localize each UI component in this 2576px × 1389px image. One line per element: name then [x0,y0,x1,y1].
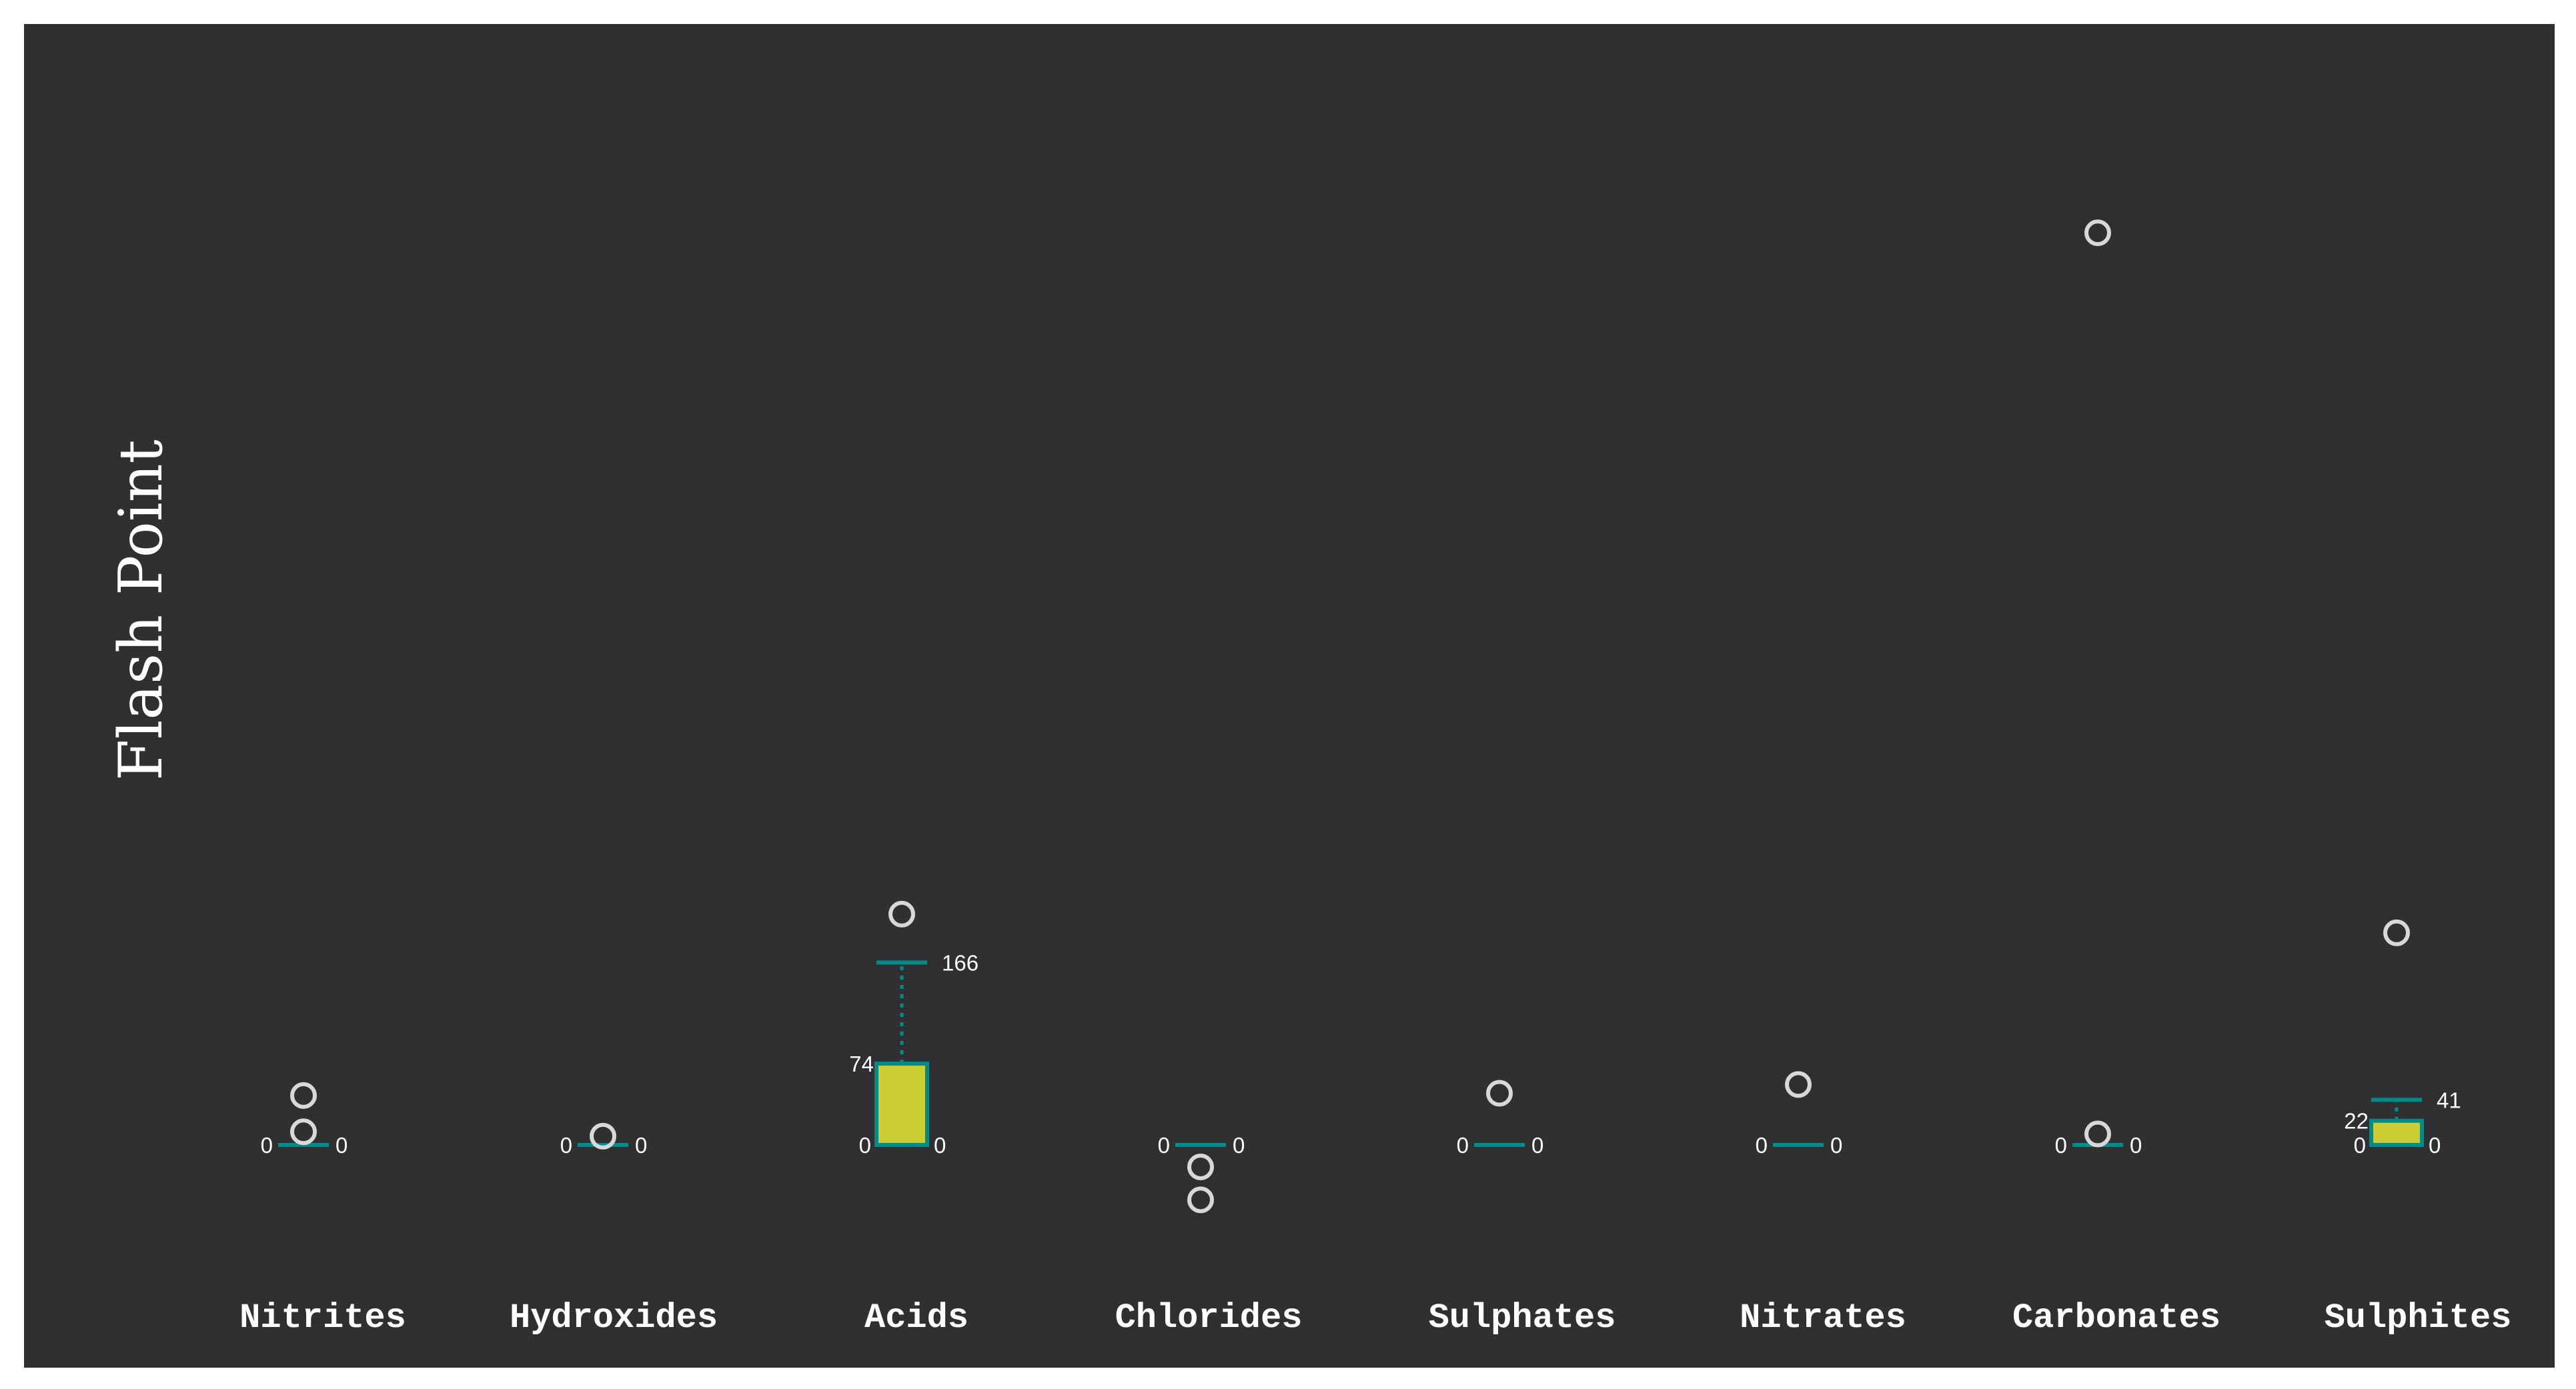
value-label-q3: 22 [2344,1109,2369,1134]
value-label-max: 166 [942,950,979,975]
value-label-left: 0 [2354,1133,2366,1158]
plot-area: 0 0 Nitrites 0 0 Hydroxides 0 0 74 166 Acids 0 0 Chlo… [239,219,2512,1338]
box [2369,1118,2424,1148]
value-label-max: 41 [2437,1088,2461,1112]
value-label-right: 0 [1830,1133,1842,1158]
category-label: Sulphites [2325,1298,2512,1338]
value-label-left: 0 [1756,1133,1768,1158]
outlier-point [2084,1120,2111,1148]
category-label: Nitrates [1740,1298,1906,1338]
value-label-right: 0 [635,1133,647,1158]
value-label-right: 0 [2130,1133,2142,1158]
category-label: Acids [864,1298,969,1338]
category-label: Hydroxides [510,1298,718,1338]
value-label-right: 0 [1233,1133,1245,1158]
category-label: Carbonates [2012,1298,2220,1338]
chart-panel [24,24,2555,1368]
value-label-left: 0 [560,1133,572,1158]
value-label-right: 0 [2429,1133,2441,1158]
value-label-left: 0 [1158,1133,1170,1158]
value-label-right: 0 [1531,1133,1543,1158]
outlier-point [590,1122,616,1150]
value-label-left: 0 [1457,1133,1469,1158]
y-axis-label: Flash Point [106,439,176,781]
category-label: Sulphates [1429,1298,1616,1338]
outlier-point [290,1082,317,1109]
value-label-left: 0 [859,1133,871,1158]
value-label-right: 0 [934,1133,946,1158]
outlier-point [1785,1071,1812,1098]
value-label-left: 0 [261,1133,273,1158]
category-label: Nitrites [239,1298,406,1338]
outlier-point [1187,1153,1214,1180]
outlier-point [290,1118,317,1146]
category-label: Chlorides [1115,1298,1303,1338]
outlier-point [1187,1186,1214,1214]
value-label-right: 0 [336,1133,348,1158]
value-label-left: 0 [2055,1133,2067,1158]
outlier-point [2383,919,2410,946]
value-label-q3: 74 [849,1052,874,1076]
outlier-point [2084,219,2111,247]
box [874,1062,929,1147]
outlier-point [888,900,915,928]
outlier-point [1486,1080,1513,1107]
